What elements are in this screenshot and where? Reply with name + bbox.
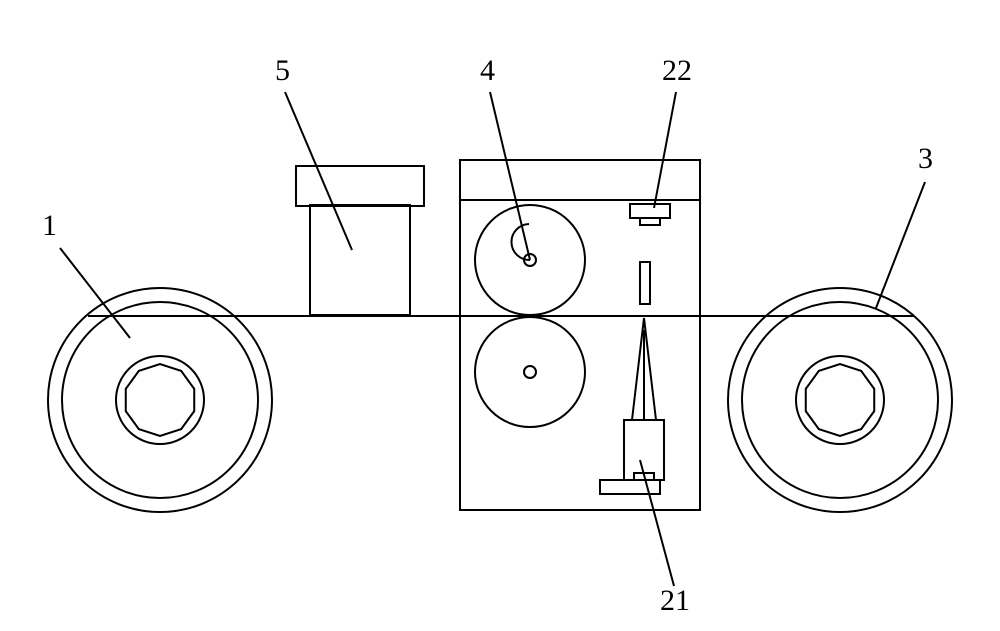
leader-22: [654, 92, 676, 208]
roller-lower-axis: [524, 366, 536, 378]
left-spool-hub-ring: [116, 356, 204, 444]
cutter-base-plate: [600, 480, 660, 494]
roller-lower: [475, 317, 585, 427]
left-spool-outer: [48, 288, 272, 512]
left-spool-hub-polygon: [126, 364, 194, 436]
motor-body: [310, 205, 410, 315]
right-spool-outer: [728, 288, 952, 512]
label-22: 22: [662, 54, 692, 87]
right-spool-hub-ring: [796, 356, 884, 444]
left-spool-outer-2: [62, 302, 258, 498]
label-5: 5: [275, 54, 290, 87]
leader-21: [640, 460, 674, 586]
upper-die-tab: [640, 218, 660, 225]
leader-1: [60, 248, 130, 338]
upper-die-plate: [630, 204, 670, 218]
leader-3: [876, 182, 925, 308]
label-4: 4: [480, 54, 495, 87]
label-1: 1: [42, 209, 57, 242]
motor-cap: [296, 166, 424, 206]
label-21: 21: [660, 584, 690, 617]
upper-die-stem: [640, 262, 650, 304]
label-3: 3: [918, 142, 933, 175]
leader-4: [490, 92, 530, 260]
right-spool-outer-2: [742, 302, 938, 498]
right-spool-hub-polygon: [806, 364, 874, 436]
